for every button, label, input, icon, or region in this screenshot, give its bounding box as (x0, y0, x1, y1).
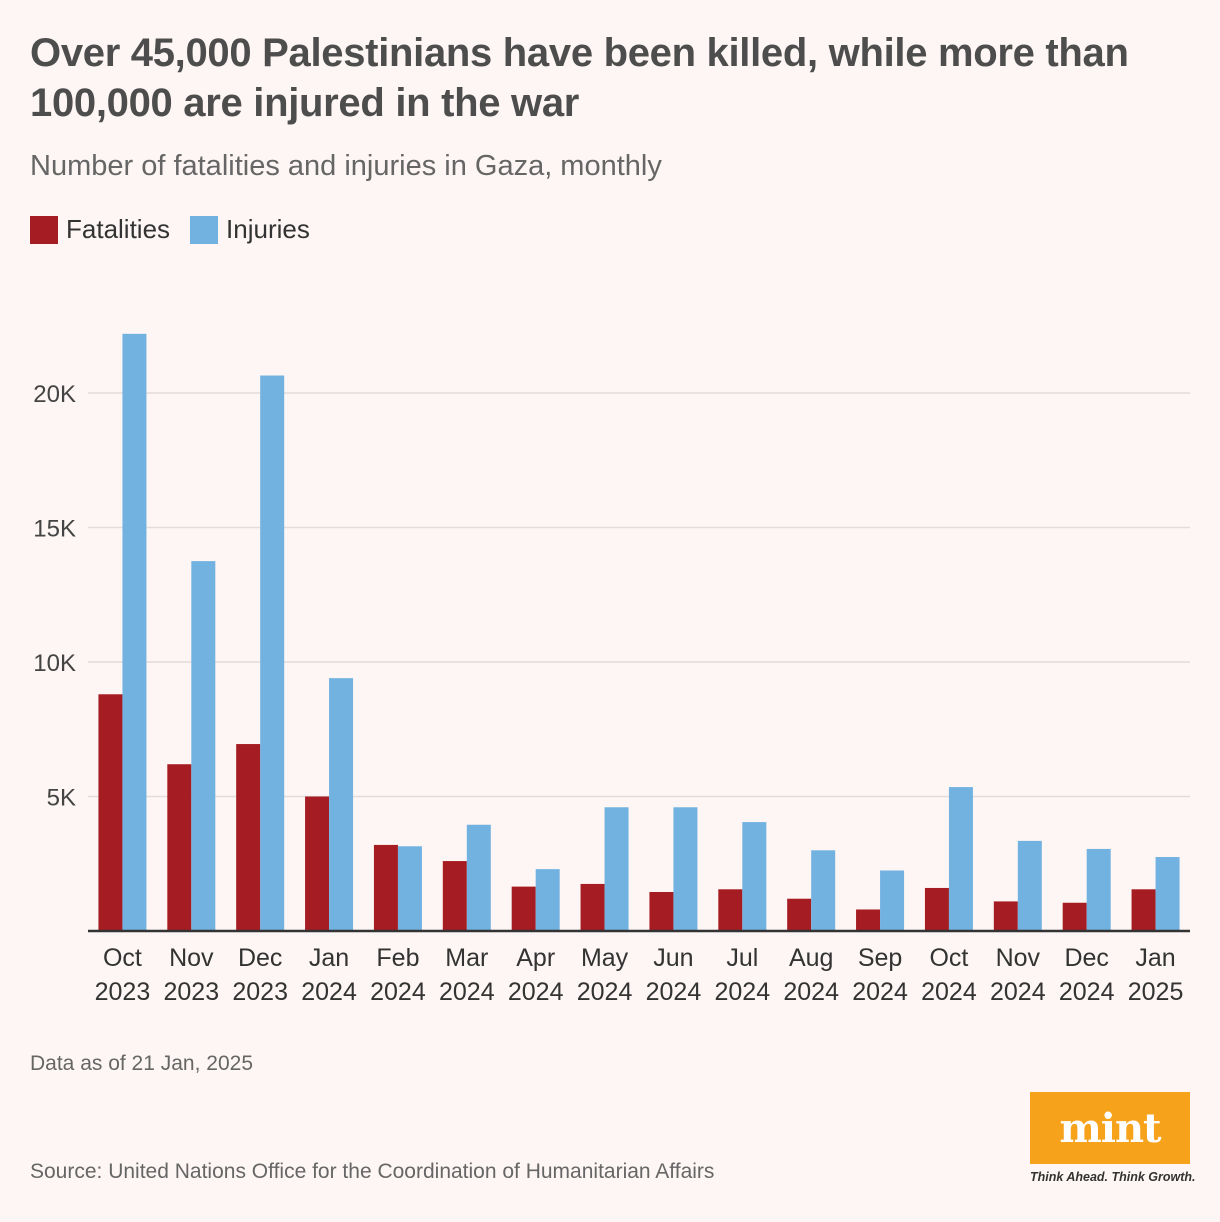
x-tick-label-year: 2023 (95, 978, 151, 1006)
x-tick-label-year: 2024 (577, 978, 633, 1006)
logo-wordmark: mint (1030, 1092, 1190, 1164)
chart-subtitle: Number of fatalities and injuries in Gaz… (30, 150, 662, 182)
bar-injuries-7 (604, 807, 629, 931)
x-tick-label-month: Mar (445, 944, 488, 972)
y-tick-label: 20K (33, 381, 76, 408)
bar-fatalities-10 (787, 898, 812, 931)
x-tick-label-month: Oct (929, 944, 968, 972)
y-tick-label: 15K (33, 516, 76, 543)
bar-fatalities-1 (167, 764, 192, 931)
x-tick-label-year: 2024 (852, 978, 908, 1006)
x-tick-label-year: 2025 (1128, 978, 1184, 1006)
bar-injuries-15 (1155, 857, 1180, 931)
bar-injuries-4 (397, 846, 422, 931)
x-tick-label-year: 2024 (990, 978, 1046, 1006)
data-note: Data as of 21 Jan, 2025 (30, 1052, 253, 1075)
x-tick-label-month: Sep (858, 944, 902, 972)
bar-fatalities-11 (856, 909, 881, 931)
x-tick-label-year: 2024 (646, 978, 702, 1006)
x-tick-label-month: Apr (516, 944, 555, 972)
bar-fatalities-9 (718, 889, 743, 931)
bar-fatalities-6 (511, 886, 536, 931)
x-tick-label-year: 2024 (921, 978, 977, 1006)
bar-fatalities-13 (993, 901, 1018, 931)
x-tick-label-month: Oct (103, 944, 142, 972)
x-tick-label-year: 2023 (232, 978, 288, 1006)
x-tick-label-year: 2024 (508, 978, 564, 1006)
x-tick-label-month: Nov (169, 944, 214, 972)
bar-injuries-14 (1086, 848, 1111, 931)
legend-item-fatalities: Fatalities (30, 214, 170, 245)
bar-injuries-5 (466, 824, 491, 931)
x-tick-label-year: 2024 (1059, 978, 1115, 1006)
x-tick-label-month: Jan (309, 944, 349, 972)
bar-injuries-8 (673, 807, 698, 931)
x-tick-label-year: 2024 (439, 978, 495, 1006)
bar-chart: 5K 10K 15K 20K Oct 2023 Nov 2023 Dec 2023 Jan 2024 F… (33, 333, 1190, 1006)
bar-injuries-3 (329, 678, 354, 931)
bar-fatalities-12 (924, 887, 949, 931)
x-tick-label-month: Nov (996, 944, 1041, 972)
x-tick-label-year: 2023 (164, 978, 220, 1006)
y-tick-label: 10K (33, 650, 76, 677)
x-tick-label-year: 2024 (301, 978, 357, 1006)
legend-swatch-injuries (190, 215, 219, 244)
x-tick-label-month: Dec (1064, 944, 1108, 972)
bar-fatalities-8 (649, 891, 674, 931)
x-tick-label-month: Feb (376, 944, 419, 972)
legend-label-fatalities: Fatalities (66, 214, 171, 244)
x-tick-label-year: 2024 (783, 978, 839, 1006)
x-tick-label-year: 2024 (715, 978, 771, 1006)
legend-item-injuries: Injuries (190, 214, 310, 245)
legend: Fatalities Injuries (30, 214, 310, 245)
bar-injuries-6 (535, 869, 560, 931)
bar-injuries-12 (948, 787, 973, 931)
bar-fatalities-14 (1062, 902, 1087, 931)
bar-injuries-1 (191, 561, 216, 931)
bar-injuries-13 (1017, 840, 1042, 931)
bar-fatalities-3 (305, 796, 330, 931)
bar-fatalities-0 (98, 694, 123, 931)
x-tick-label-month: Aug (789, 944, 833, 972)
bar-injuries-0 (122, 333, 147, 931)
bar-injuries-2 (260, 375, 285, 931)
bar-fatalities-15 (1131, 889, 1156, 931)
legend-swatch-fatalities (30, 215, 58, 244)
y-tick-label: 5K (47, 785, 76, 812)
x-tick-label-month: Jan (1135, 944, 1175, 972)
logo-tagline: Think Ahead. Think Growth. (1030, 1170, 1196, 1184)
x-tick-label-month: May (581, 944, 629, 972)
x-tick-label-month: Jul (726, 944, 758, 972)
chart-title: Over 45,000 Palestinians have been kille… (30, 31, 1129, 125)
legend-label-injuries: Injuries (226, 214, 310, 244)
bar-fatalities-7 (580, 883, 605, 931)
bar-injuries-9 (742, 822, 767, 931)
bar-injuries-10 (811, 850, 836, 931)
x-tick-label-month: Dec (238, 944, 282, 972)
x-tick-label-year: 2024 (370, 978, 426, 1006)
source-note: Source: United Nations Office for the Co… (30, 1160, 715, 1183)
bar-fatalities-2 (236, 744, 261, 931)
bar-fatalities-5 (442, 861, 467, 931)
bar-injuries-11 (880, 870, 905, 931)
bar-fatalities-4 (373, 844, 398, 931)
x-tick-label-month: Jun (653, 944, 693, 972)
mint-logo: mint Think Ahead. Think Growth. (1030, 1092, 1196, 1184)
